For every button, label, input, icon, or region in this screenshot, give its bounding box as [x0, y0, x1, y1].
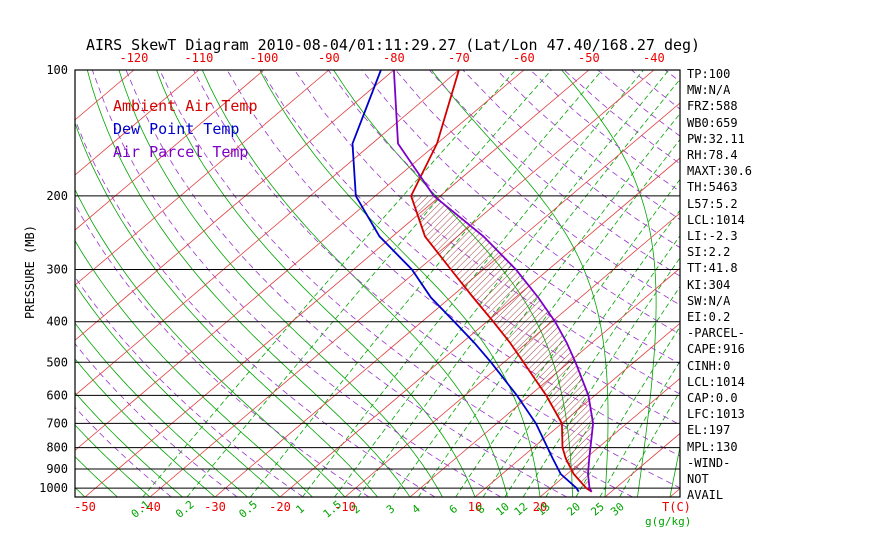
- stat-line: AVAIL: [687, 488, 724, 503]
- stats-panel: TP:100 MW:N/A FRZ:588 WB0:659 PW:32.11 RH:78.…: [687, 66, 752, 503]
- svg-text:100: 100: [46, 63, 68, 77]
- legend-item-2: Air Parcel Temp: [113, 143, 249, 161]
- svg-text:800: 800: [46, 441, 68, 455]
- stat-line: PW:32.11: [687, 131, 745, 146]
- svg-text:-50: -50: [74, 500, 96, 514]
- pressure-axis-label: PRESSURE (MB): [23, 225, 37, 319]
- svg-text:500: 500: [46, 355, 68, 369]
- svg-text:-80: -80: [383, 51, 405, 65]
- svg-text:-40: -40: [643, 51, 665, 65]
- svg-text:-100: -100: [249, 51, 278, 65]
- legend: Ambient Air Temp Dew Point Temp Air Parcel…: [113, 95, 258, 164]
- stat-line: NOT: [687, 472, 709, 487]
- svg-text:20: 20: [533, 500, 547, 514]
- pressure-axis-labels: 100 200 300 400 500 600 700 800 900 1000: [39, 63, 68, 495]
- plot-border: [74, 69, 681, 498]
- stat-line: TP:100: [687, 67, 731, 81]
- stat-line: KI:304: [687, 277, 731, 292]
- svg-text:600: 600: [46, 388, 68, 402]
- stat-line: CINH:0: [687, 358, 731, 373]
- legend-item-1: Dew Point Temp: [113, 120, 240, 138]
- svg-text:0.2: 0.2: [173, 498, 197, 521]
- svg-text:-120: -120: [119, 51, 148, 65]
- stat-line: MW:N/A: [687, 83, 731, 98]
- chart-title: AIRS SkewT Diagram 2010-08-04/01:11:29.2…: [86, 36, 701, 54]
- sounding-curves: [351, 70, 595, 493]
- svg-text:-10: -10: [334, 500, 356, 514]
- air-parcel-temp-curve: [393, 70, 595, 493]
- stat-line: FRZ:588: [687, 99, 738, 114]
- svg-text:6: 6: [447, 502, 460, 516]
- stat-line: CAPE:916: [687, 342, 745, 357]
- svg-text:-110: -110: [184, 51, 213, 65]
- svg-text:8: 8: [474, 502, 487, 516]
- legend-item-0: Ambient Air Temp: [113, 97, 258, 115]
- svg-text:300: 300: [46, 263, 68, 277]
- stat-line: CAP:0.0: [687, 391, 738, 406]
- svg-text:-50: -50: [578, 51, 600, 65]
- svg-text:400: 400: [46, 315, 68, 329]
- stat-line: EL:197: [687, 423, 731, 438]
- svg-text:0.5: 0.5: [236, 498, 260, 521]
- stat-line: MPL:130: [687, 439, 738, 454]
- stat-line: LCL:1014: [687, 374, 745, 389]
- stat-line: RH:78.4: [687, 148, 738, 163]
- svg-text:4: 4: [409, 502, 423, 516]
- stat-line: WB0:659: [687, 115, 738, 130]
- svg-text:30: 30: [608, 500, 627, 518]
- stat-line: -PARCEL-: [687, 326, 745, 341]
- stat-line: -WIND-: [687, 455, 731, 470]
- svg-text:1000: 1000: [39, 481, 68, 495]
- svg-text:25: 25: [588, 500, 607, 518]
- svg-text:200: 200: [46, 189, 68, 203]
- svg-text:-40: -40: [139, 500, 161, 514]
- svg-text:20: 20: [564, 500, 583, 518]
- bottom-temp-labels: -50 -40 -30 -20 -10 10 20: [74, 500, 547, 514]
- ambient-air-temp-curve: [410, 70, 593, 493]
- svg-text:2: 2: [349, 502, 362, 516]
- svg-text:-30: -30: [204, 500, 226, 514]
- stat-line: EI:0.2: [687, 310, 731, 325]
- svg-text:900: 900: [46, 462, 68, 476]
- svg-text:10: 10: [468, 500, 482, 514]
- svg-text:1: 1: [293, 502, 306, 516]
- stat-line: L57:5.2: [687, 196, 738, 211]
- stat-line: MAXT:30.6: [687, 164, 753, 179]
- svg-text:12: 12: [512, 500, 531, 518]
- svg-text:10: 10: [493, 500, 512, 518]
- svg-text:-60: -60: [513, 51, 535, 65]
- stat-line: LFC:1013: [687, 407, 745, 422]
- svg-text:700: 700: [46, 416, 68, 430]
- top-axis-labels: -120 -110 -100 -90 -80 -70 -60 -50 -40: [119, 51, 664, 65]
- stat-line: TT:41.8: [687, 261, 738, 276]
- svg-text:3: 3: [384, 502, 397, 516]
- stat-line: SW:N/A: [687, 293, 731, 308]
- stat-line: TH:5463: [687, 180, 738, 195]
- temp-axis-unit-label: T(C): [662, 500, 691, 514]
- stat-line: LI:-2.3: [687, 229, 738, 244]
- svg-text:-70: -70: [448, 51, 470, 65]
- svg-text:-20: -20: [269, 500, 291, 514]
- dew-point-temp-curve: [351, 70, 580, 493]
- stat-line: SI:2.2: [687, 245, 731, 260]
- stat-line: LCL:1014: [687, 212, 745, 227]
- mixing-ratio-unit-label: g(g/kg): [645, 515, 691, 528]
- svg-text:-90: -90: [318, 51, 340, 65]
